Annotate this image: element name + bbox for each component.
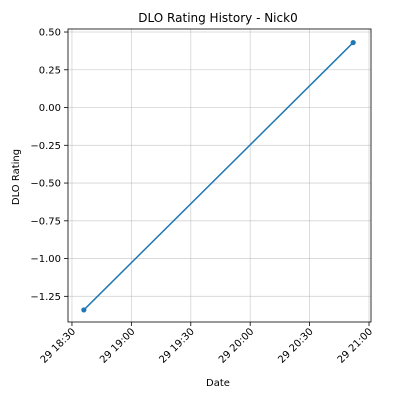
y-tick-label: 0.50 [39, 28, 61, 39]
data-point [81, 307, 87, 313]
y-axis-label: DLO Rating [11, 149, 22, 205]
y-axis-ticks: 0.50 0.25 0.00 −0.25 −0.50 −0.75 −1.00 −1.25 [30, 28, 68, 303]
series-layer [81, 39, 356, 313]
y-tick-label: −0.75 [30, 216, 61, 227]
y-tick-label: −0.25 [30, 141, 61, 152]
y-tick-label: −1.25 [30, 292, 61, 303]
y-tick-label: −0.50 [30, 179, 61, 190]
plot-area-frame [67, 28, 372, 323]
data-point [350, 39, 356, 46]
series-line [83, 42, 354, 311]
chart-title: DLO Rating History - Nick0 [138, 11, 297, 25]
grid [68, 29, 371, 322]
y-tick-label: 0.25 [39, 65, 61, 76]
y-tick-label: −1.00 [30, 254, 61, 265]
x-axis-label: Date [206, 378, 230, 389]
y-tick-label: 0.00 [39, 103, 61, 114]
